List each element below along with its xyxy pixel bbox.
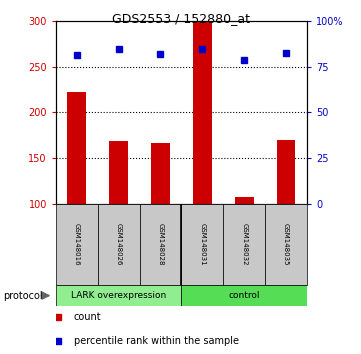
Text: GSM148026: GSM148026 (116, 223, 122, 266)
Bar (98, 204, 140, 285)
Text: GSM148031: GSM148031 (199, 223, 205, 266)
Text: LARK overexpression: LARK overexpression (71, 291, 166, 300)
Text: protocol: protocol (4, 291, 43, 301)
Bar (151, 143, 170, 204)
Text: GSM148028: GSM148028 (157, 223, 164, 266)
Bar (265, 204, 307, 285)
Bar (193, 22, 212, 204)
Text: GSM148035: GSM148035 (283, 223, 289, 266)
Text: control: control (229, 291, 260, 300)
Text: GSM148016: GSM148016 (74, 223, 80, 266)
Text: count: count (74, 312, 101, 322)
Bar (235, 197, 253, 204)
Text: GDS2553 / 152880_at: GDS2553 / 152880_at (112, 12, 249, 25)
Text: GSM148032: GSM148032 (241, 223, 247, 266)
Bar (56, 204, 98, 285)
Bar (181, 204, 223, 285)
Bar (223, 204, 265, 285)
Bar (109, 141, 128, 204)
Bar (140, 204, 181, 285)
Bar (181, 285, 307, 306)
Text: percentile rank within the sample: percentile rank within the sample (74, 336, 239, 346)
Bar (277, 140, 295, 204)
Bar (68, 92, 86, 204)
Bar (56, 285, 181, 306)
